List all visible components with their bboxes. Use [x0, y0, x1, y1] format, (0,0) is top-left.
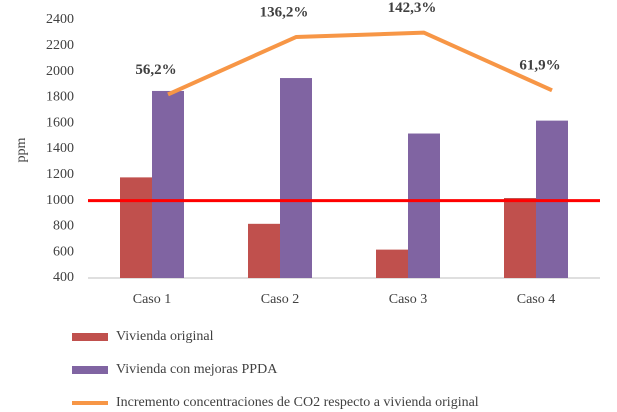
bar: [504, 198, 536, 278]
y-tick-label: 2200: [46, 38, 74, 53]
bar: [376, 249, 408, 278]
bar: [248, 223, 280, 278]
line: [167, 30, 553, 97]
data-label: 61,9%: [519, 58, 560, 74]
x-tick-label: Caso 3: [389, 292, 428, 307]
data-label: 136,2%: [260, 4, 309, 20]
legend-swatch: [72, 333, 108, 341]
legend-swatch: [72, 366, 108, 374]
legend-label: Vivienda con mejoras PPDA: [116, 362, 278, 377]
y-tick-label: 800: [53, 219, 74, 234]
bar: [408, 133, 440, 278]
data-label: 142,3%: [388, 0, 437, 16]
y-tick-label: 400: [53, 270, 74, 285]
y-tick-label: 1200: [46, 167, 74, 182]
y-tick-label: 2400: [46, 12, 74, 27]
y-tick-label: 600: [53, 244, 74, 259]
legend-label: Vivienda original: [116, 329, 214, 344]
y-tick-label: 1600: [46, 115, 74, 130]
y-tick-label: 1400: [46, 141, 74, 156]
y-axis-label: ppm: [14, 137, 29, 162]
data-label: 56,2%: [135, 62, 176, 78]
bar: [280, 78, 312, 278]
y-tick-label: 1800: [46, 90, 74, 105]
y-tick-label: 2000: [46, 64, 74, 79]
bar: [152, 90, 184, 278]
bar: [120, 177, 152, 278]
legend-label: Incremento concentraciones de CO2 respec…: [116, 395, 479, 410]
x-tick-label: Caso 1: [133, 292, 172, 307]
x-tick-label: Caso 2: [261, 292, 300, 307]
y-tick-label: 1000: [46, 193, 74, 208]
x-tick-label: Caso 4: [517, 292, 556, 307]
